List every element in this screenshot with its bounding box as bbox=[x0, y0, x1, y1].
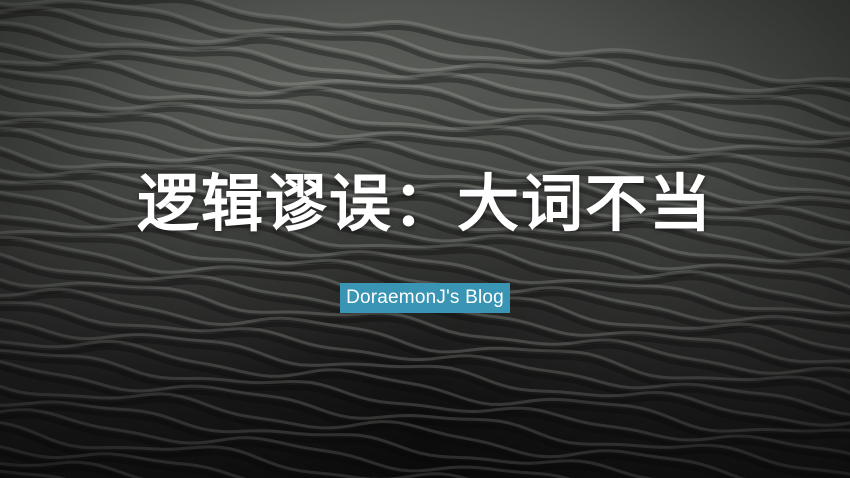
blog-name-badge[interactable]: DoraemonJ's Blog bbox=[340, 283, 510, 313]
badge-container: DoraemonJ's Blog bbox=[0, 283, 850, 313]
post-title: 逻辑谬误：大词不当 bbox=[136, 167, 713, 240]
